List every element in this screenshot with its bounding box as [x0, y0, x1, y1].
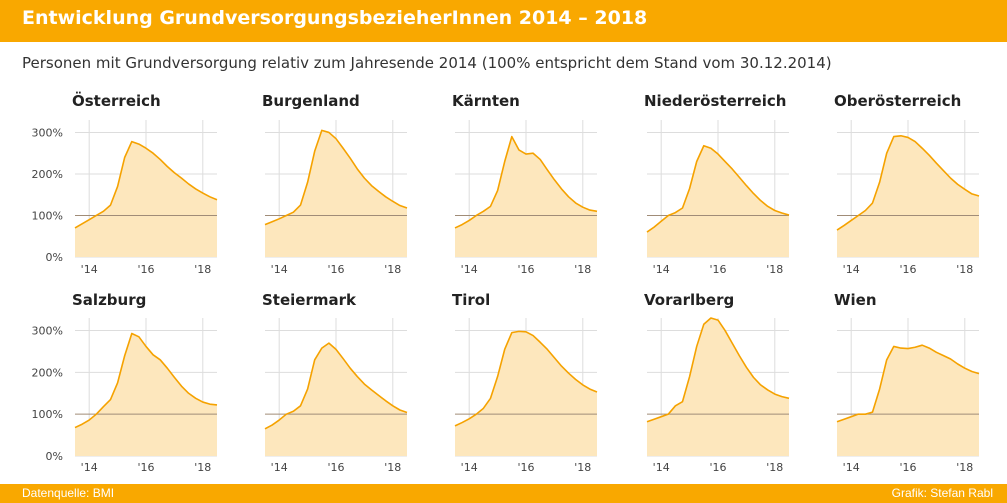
- footer-bar: Datenquelle: BMI Grafik: Stefan Rabl: [0, 484, 1007, 503]
- series-line: [454, 135, 598, 229]
- area-fill: [837, 345, 979, 456]
- series-line: [454, 330, 598, 427]
- x-tick-label: '16: [517, 461, 534, 474]
- y-tick-label: 100%: [32, 209, 63, 222]
- data-source: Datenquelle: BMI: [22, 486, 115, 500]
- x-tick-label: '18: [194, 461, 211, 474]
- x-tick-label: '16: [137, 461, 154, 474]
- series-line: [74, 332, 218, 429]
- series-line: [264, 129, 408, 226]
- x-tick-label: '18: [574, 263, 591, 276]
- x-tick-label: '14: [843, 461, 860, 474]
- panel-title: Niederösterreich: [644, 92, 786, 110]
- x-tick-label: '14: [461, 263, 478, 276]
- chart-subtitle: Personen mit Grundversorgung relativ zum…: [22, 54, 832, 72]
- x-tick-label: '16: [709, 461, 726, 474]
- small-multiples-chart: Österreich 0% 100% 200% 300% '14 '16 '18 Burgenl…: [32, 91, 980, 474]
- area-fill: [647, 318, 789, 456]
- panel-title: Österreich: [72, 91, 161, 110]
- y-tick-label: 100%: [32, 408, 63, 421]
- panel-title: Wien: [834, 291, 877, 309]
- area-fill: [455, 331, 597, 456]
- y-tick-label: 300%: [32, 325, 63, 338]
- chart-title: Entwicklung GrundversorgungsbezieherInne…: [22, 7, 648, 29]
- area-fill: [455, 136, 597, 257]
- y-tick-label: 200%: [32, 168, 63, 181]
- x-tick-label: '14: [271, 461, 288, 474]
- panel-title: Oberösterreich: [834, 92, 961, 110]
- panel-title: Salzburg: [72, 291, 146, 309]
- y-tick-label: 200%: [32, 366, 63, 379]
- series-line: [264, 342, 408, 430]
- panel-title: Kärnten: [452, 92, 520, 110]
- x-tick-label: '14: [271, 263, 288, 276]
- panel-title: Burgenland: [262, 92, 360, 110]
- series-line: [836, 344, 980, 423]
- x-tick-label: '18: [956, 461, 973, 474]
- y-tick-label: 300%: [32, 126, 63, 139]
- x-tick-label: '16: [899, 461, 916, 474]
- panel-title: Vorarlberg: [644, 291, 734, 309]
- chart-credit: Grafik: Stefan Rabl: [891, 486, 993, 500]
- area-fill: [265, 130, 407, 257]
- x-tick-label: '18: [574, 461, 591, 474]
- x-tick-label: '18: [384, 263, 401, 276]
- x-tick-label: '16: [327, 263, 344, 276]
- x-tick-label: '18: [194, 263, 211, 276]
- x-tick-label: '16: [137, 263, 154, 276]
- panel-title: Tirol: [452, 291, 490, 309]
- x-tick-label: '16: [709, 263, 726, 276]
- series-line: [646, 317, 790, 423]
- area-fill: [75, 333, 217, 456]
- series-line: [646, 144, 790, 233]
- series-line: [74, 140, 218, 229]
- panel-title: Steiermark: [262, 291, 357, 309]
- area-fill: [647, 145, 789, 257]
- y-tick-label: 0%: [46, 450, 63, 463]
- x-tick-label: '14: [653, 263, 670, 276]
- x-tick-label: '18: [384, 461, 401, 474]
- area-fill: [265, 343, 407, 456]
- x-tick-label: '18: [766, 461, 783, 474]
- area-fill: [837, 135, 979, 257]
- x-tick-label: '18: [766, 263, 783, 276]
- x-tick-label: '14: [461, 461, 478, 474]
- x-tick-label: '14: [843, 263, 860, 276]
- x-tick-label: '14: [653, 461, 670, 474]
- y-tick-label: 0%: [46, 251, 63, 264]
- x-tick-label: '14: [81, 461, 98, 474]
- header-bar: Entwicklung GrundversorgungsbezieherInne…: [0, 0, 1007, 42]
- x-tick-label: '16: [899, 263, 916, 276]
- x-tick-label: '16: [517, 263, 534, 276]
- x-tick-label: '18: [956, 263, 973, 276]
- x-tick-label: '16: [327, 461, 344, 474]
- series-line: [836, 134, 980, 231]
- x-tick-label: '14: [81, 263, 98, 276]
- area-fill: [75, 141, 217, 257]
